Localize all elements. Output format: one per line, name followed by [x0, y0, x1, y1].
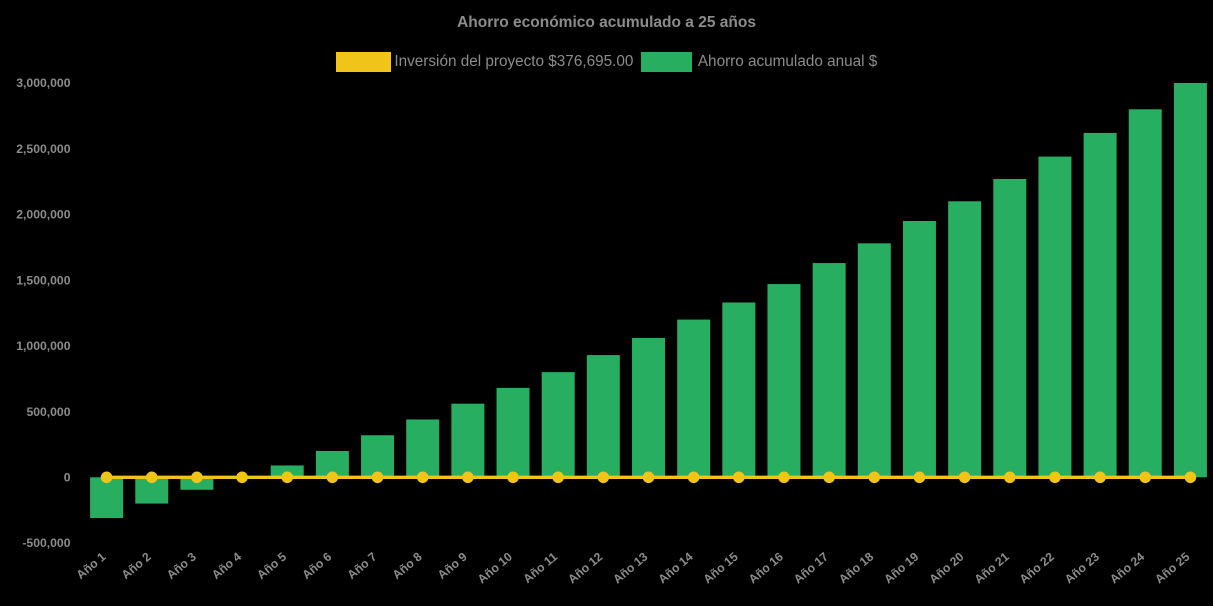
- svg-text:Año 22: Año 22: [1017, 549, 1057, 586]
- svg-text:Año 20: Año 20: [926, 549, 966, 586]
- svg-text:Año 13: Año 13: [610, 549, 650, 586]
- svg-text:0: 0: [64, 470, 71, 484]
- svg-text:Año 17: Año 17: [791, 549, 831, 586]
- svg-text:1,500,000: 1,500,000: [16, 273, 70, 287]
- svg-text:1,000,000: 1,000,000: [16, 339, 70, 353]
- svg-text:2,500,000: 2,500,000: [16, 142, 70, 156]
- svg-text:Año 2: Año 2: [119, 549, 154, 582]
- svg-text:Año 23: Año 23: [1062, 549, 1102, 586]
- svg-text:Año 21: Año 21: [972, 549, 1012, 586]
- svg-text:-500,000: -500,000: [22, 536, 70, 550]
- svg-text:3,000,000: 3,000,000: [16, 76, 70, 90]
- svg-text:Año 24: Año 24: [1107, 549, 1147, 586]
- svg-text:2,000,000: 2,000,000: [16, 208, 70, 222]
- svg-text:Año 14: Año 14: [655, 549, 695, 586]
- svg-text:Año 3: Año 3: [164, 549, 199, 582]
- svg-text:Año 11: Año 11: [520, 549, 560, 586]
- svg-text:Año 9: Año 9: [435, 549, 470, 582]
- svg-text:Año 7: Año 7: [345, 549, 380, 582]
- svg-text:Año 12: Año 12: [565, 549, 605, 586]
- svg-text:Año 25: Año 25: [1152, 549, 1192, 586]
- svg-text:Año 15: Año 15: [701, 549, 741, 586]
- svg-text:Año 18: Año 18: [836, 549, 876, 586]
- svg-text:Año 16: Año 16: [746, 549, 786, 586]
- svg-text:Año 6: Año 6: [299, 549, 334, 582]
- svg-text:500,000: 500,000: [26, 405, 70, 419]
- svg-text:Año 1: Año 1: [74, 549, 109, 582]
- svg-text:Año 19: Año 19: [881, 549, 921, 586]
- svg-text:Año 5: Año 5: [254, 549, 289, 582]
- svg-text:Año 4: Año 4: [209, 549, 244, 582]
- svg-text:Año 8: Año 8: [390, 549, 425, 582]
- svg-text:Año 10: Año 10: [475, 549, 515, 586]
